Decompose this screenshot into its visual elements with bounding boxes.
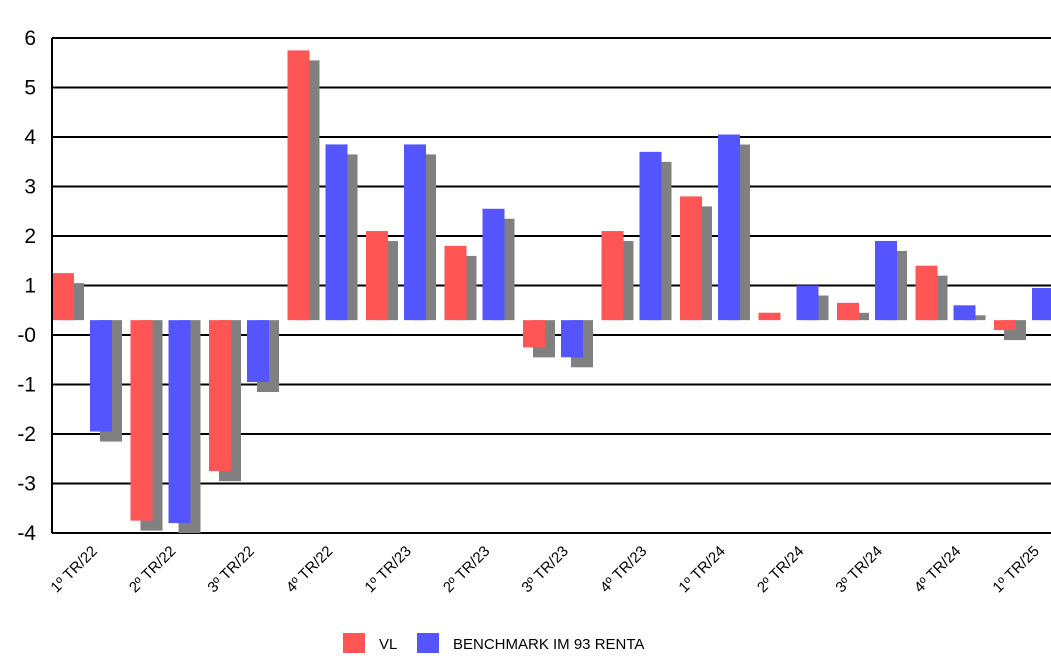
bar-vl	[915, 265, 938, 321]
legend-label: BENCHMARK IM 93 RENTA	[453, 636, 644, 653]
y-tick-label: 6	[24, 27, 36, 50]
x-tick-label: 2º TR/22	[126, 543, 179, 596]
bar-benchmark-im-93-renta	[796, 285, 819, 321]
bars	[52, 50, 1051, 534]
y-tick-label: -3	[17, 473, 36, 496]
legend-swatch	[343, 633, 365, 653]
bar-benchmark-im-93-renta	[875, 240, 897, 321]
x-tick-label: 4º TR/23	[597, 543, 650, 596]
bar-benchmark-im-93-renta	[325, 144, 348, 321]
bar-vl	[523, 320, 545, 348]
bar-benchmark-im-93-renta	[404, 144, 426, 321]
x-tick-label: 1º TR/24	[675, 543, 728, 596]
y-tick-label: 5	[24, 77, 36, 100]
x-axis: 1º TR/22 2º TR/22 3º TR/22 4º TR/22 1º TR/23…	[47, 543, 1042, 596]
x-tick-label: 2º TR/24	[754, 543, 807, 596]
x-tick-label: 4º TR/24	[911, 543, 964, 596]
y-tick-label: -0	[17, 324, 36, 347]
bar-vl	[366, 231, 388, 321]
y-axis: 6 5 4 3 2 1 -0 -1 -2 -3 -4	[17, 27, 53, 545]
x-tick-label: 3º TR/23	[518, 543, 571, 596]
bar-benchmark-im-93-renta	[953, 305, 976, 321]
bar-vl	[52, 273, 74, 321]
bar-vl	[444, 245, 467, 321]
x-tick-label: 2º TR/23	[440, 543, 493, 596]
bar-vl	[758, 312, 781, 321]
y-tick-label: -4	[17, 522, 36, 545]
x-tick-label: 4º TR/22	[283, 543, 336, 596]
bar-vl	[209, 320, 231, 472]
bar-benchmark-im-93-renta	[482, 208, 505, 321]
bar-vl	[287, 50, 310, 321]
bar-vl	[837, 302, 859, 321]
bar-benchmark-im-93-renta	[168, 320, 191, 524]
legend-label: VL	[379, 636, 397, 653]
x-tick-label: 3º TR/24	[832, 543, 885, 596]
bar-benchmark-im-93-renta	[561, 320, 583, 358]
y-tick-label: 2	[24, 225, 36, 248]
x-tick-label: 1º TR/22	[47, 543, 100, 596]
y-tick-label: 3	[24, 176, 36, 199]
bar-benchmark-im-93-renta	[718, 134, 740, 321]
x-tick-label: 3º TR/22	[204, 543, 257, 596]
bar-vl	[601, 231, 624, 321]
legend-swatch	[417, 633, 439, 653]
legend: VL BENCHMARK IM 93 RENTA	[343, 633, 644, 653]
y-tick-label: 1	[24, 275, 36, 298]
y-tick-label: -1	[17, 374, 36, 397]
bar-benchmark-im-93-renta	[247, 320, 269, 383]
x-tick-label: 1º TR/23	[361, 543, 414, 596]
y-tick-label: -2	[17, 423, 36, 446]
y-tick-label: 4	[24, 126, 36, 149]
bar-benchmark-im-93-renta	[1032, 287, 1051, 321]
bar-vl	[994, 320, 1016, 331]
bar-benchmark-im-93-renta	[90, 320, 112, 432]
bar-vl	[130, 320, 153, 521]
bar-vl	[680, 196, 702, 321]
bar-benchmark-im-93-renta	[639, 151, 662, 321]
x-tick-label: 1º TR/25	[989, 543, 1042, 596]
